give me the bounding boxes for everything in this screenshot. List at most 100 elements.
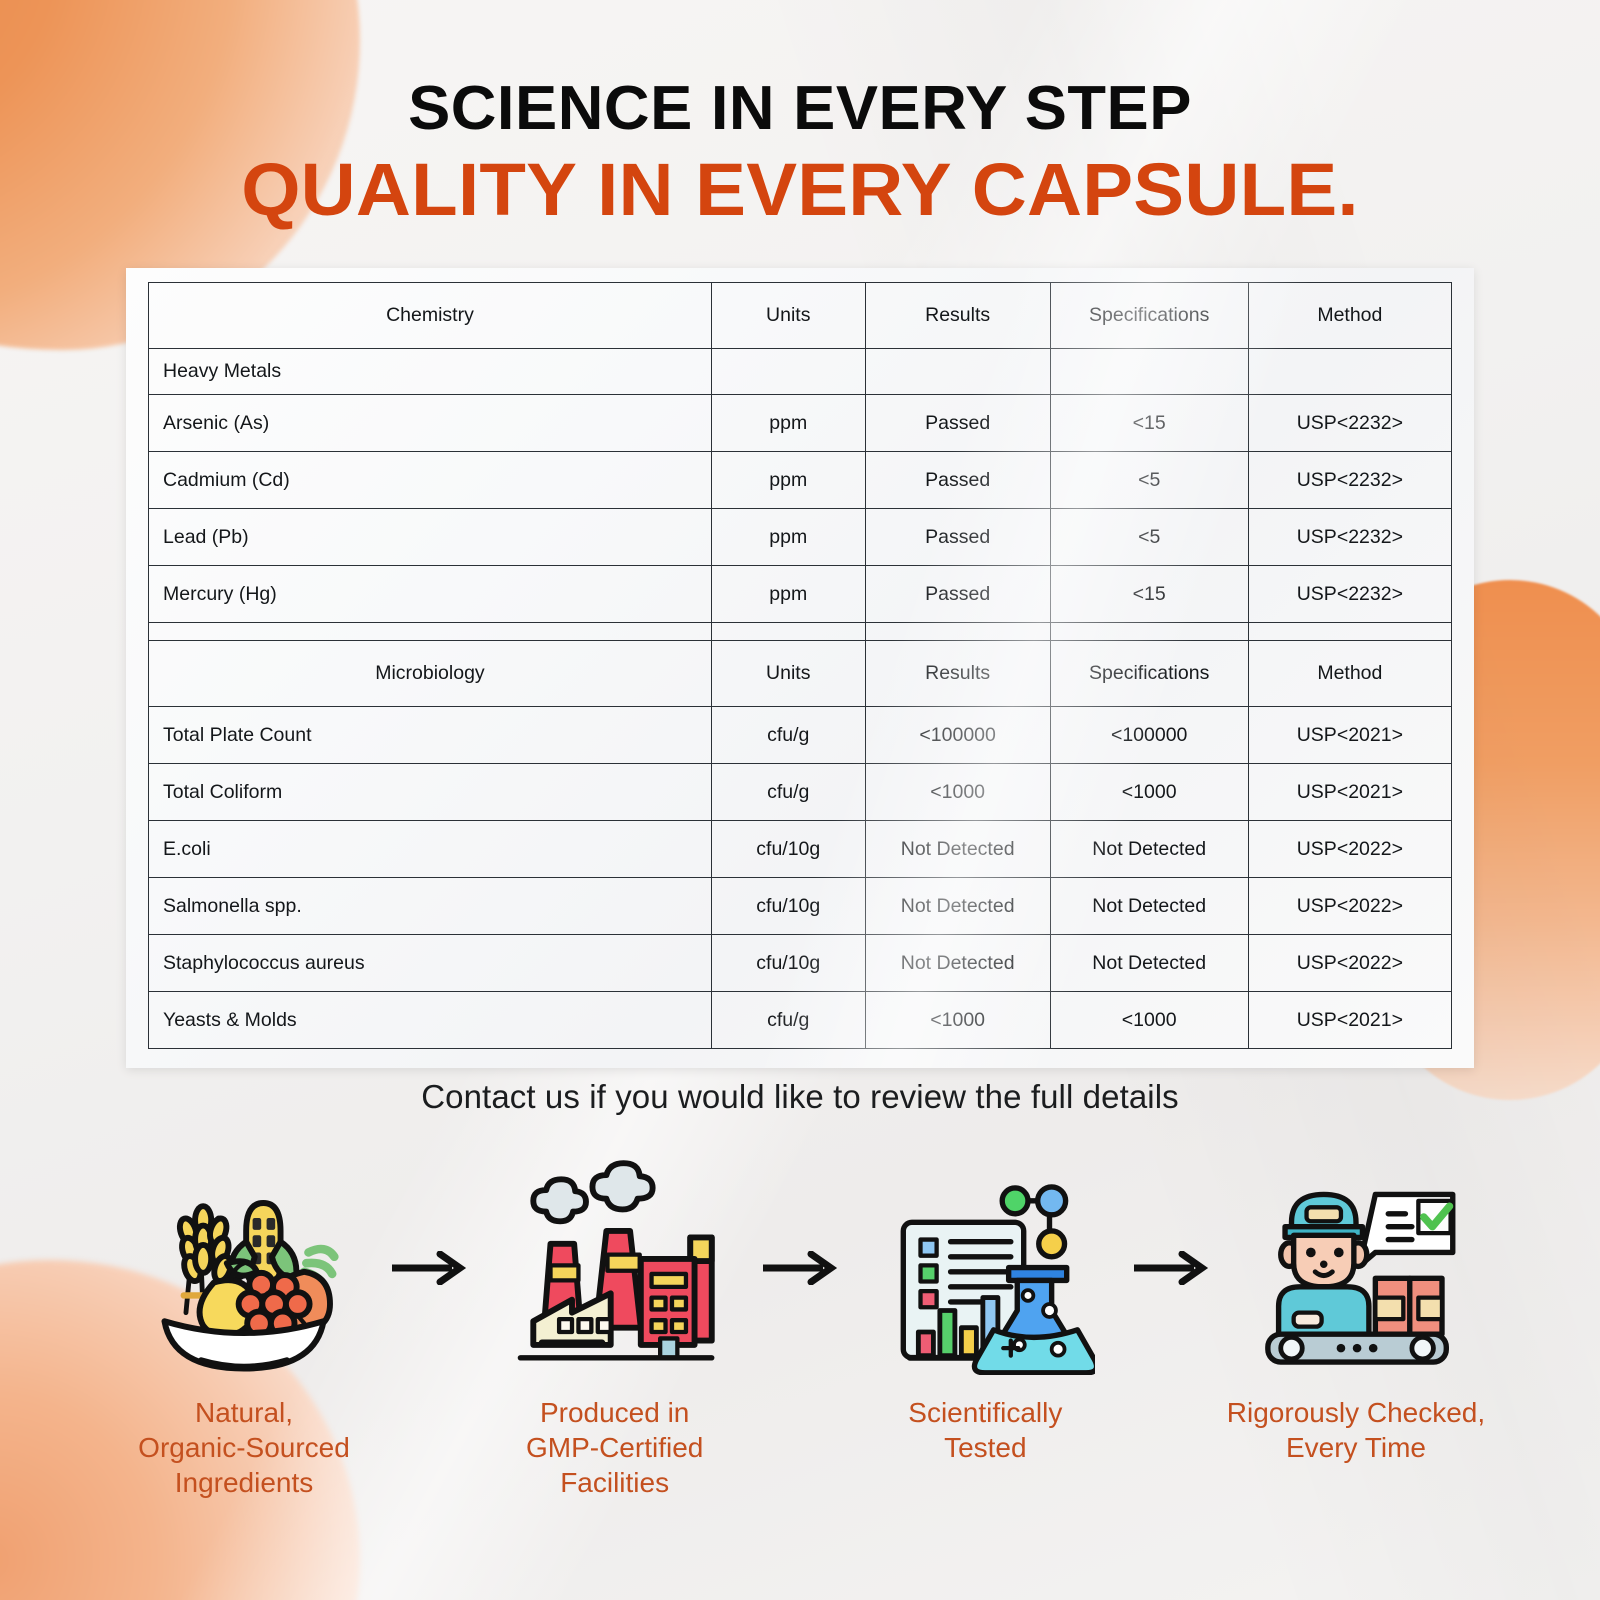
coa-cell-method: USP<2022>	[1247, 820, 1453, 878]
coa-cell-units: cfu/10g	[710, 877, 866, 935]
coa-cell-method: USP<2022>	[1247, 877, 1453, 935]
coa-cell-units: ppm	[710, 508, 866, 566]
coa-cell-name: Yeasts & Molds	[148, 991, 712, 1049]
coa-cell-results: Passed	[864, 508, 1051, 566]
arrow-right-icon	[1133, 1250, 1208, 1285]
arrow-2	[754, 1160, 846, 1375]
coa-table-row: Staphylococcus aureus cfu/10g Not Detected…	[148, 934, 1453, 992]
coa-group-blank-cell	[1049, 348, 1249, 395]
coa-cell-name: Arsenic (As)	[148, 394, 712, 452]
step-natural-ingredients: Natural, Organic-Sourced Ingredients	[110, 1160, 378, 1500]
coa-cell-specifications: <1000	[1049, 991, 1249, 1049]
factory-icon	[517, 1160, 715, 1361]
arrow-3	[1125, 1160, 1217, 1375]
coa-cell-name: Total Plate Count	[148, 706, 712, 764]
coa-cell-name: E.coli	[148, 820, 712, 878]
coa-section-header: Microbiology Units Results Specifications Me…	[148, 640, 1453, 707]
coa-group-label: Heavy Metals	[148, 348, 712, 395]
coa-table-row: Total Plate Count cfu/g <100000 <100000 USP<…	[148, 706, 1453, 764]
coa-cell-method: USP<2232>	[1247, 451, 1453, 509]
coa-table-row: Yeasts & Molds cfu/g <1000 <1000 USP<2021>	[148, 991, 1453, 1049]
coa-column-header: Chemistry	[148, 282, 712, 349]
coa-cell-specifications: Not Detected	[1049, 877, 1249, 935]
coa-cell-method: USP<2021>	[1247, 706, 1453, 764]
coa-column-header: Specifications	[1049, 282, 1249, 349]
coa-table-card: Chemistry Units Results Specifications Metho…	[126, 268, 1474, 1068]
step-rigorously-checked: Rigorously Checked, Every Time	[1222, 1160, 1490, 1465]
coa-table-row: E.coli cfu/10g Not Detected Not Detected USP…	[148, 820, 1453, 878]
coa-cell-specifications: Not Detected	[1049, 934, 1249, 992]
coa-group-label-row: Heavy Metals	[148, 348, 1453, 395]
worker-conveyor-icon	[1265, 1191, 1456, 1365]
coa-cell-method: USP<2021>	[1247, 763, 1453, 821]
coa-table-row: Total Coliform cfu/g <1000 <1000 USP<2021>	[148, 763, 1453, 821]
headline-block: SCIENCE IN EVERY STEP QUALITY IN EVERY C…	[0, 76, 1600, 230]
coa-cell-name: Staphylococcus aureus	[148, 934, 712, 992]
coa-column-header: Method	[1247, 282, 1453, 349]
coa-cell-specifications: Not Detected	[1049, 820, 1249, 878]
coa-column-header: Results	[864, 282, 1051, 349]
coa-cell-results: Passed	[864, 394, 1051, 452]
coa-column-header: Specifications	[1049, 640, 1249, 707]
step-label: Produced in GMP-Certified Facilities	[525, 1397, 704, 1498]
coa-cell-name: Total Coliform	[148, 763, 712, 821]
coa-table-row: Cadmium (Cd) ppm Passed <5 USP<2232>	[148, 451, 1453, 509]
coa-column-header: Units	[710, 640, 866, 707]
coa-group-blank-cell	[1247, 348, 1453, 395]
coa-column-header: Microbiology	[148, 640, 712, 707]
coa-group-blank-cell	[710, 348, 866, 395]
step-scientifically-tested: Scientifically Tested	[851, 1160, 1119, 1465]
coa-cell-units: cfu/10g	[710, 934, 866, 992]
coa-column-header: Units	[710, 282, 866, 349]
coa-table-row: Lead (Pb) ppm Passed <5 USP<2232>	[148, 508, 1453, 566]
lab-report-flask-icon	[900, 1184, 1096, 1375]
coa-cell-name: Lead (Pb)	[148, 508, 712, 566]
coa-cell-results: <1000	[864, 991, 1051, 1049]
coa-cell-specifications: <100000	[1049, 706, 1249, 764]
coa-column-header: Results	[864, 640, 1051, 707]
arrow-1	[383, 1160, 475, 1375]
coa-cell-results: <100000	[864, 706, 1051, 764]
coa-cell-results: Not Detected	[864, 877, 1051, 935]
coa-cell-units: ppm	[710, 394, 866, 452]
coa-cell-units: cfu/10g	[710, 820, 866, 878]
coa-cell-specifications: <1000	[1049, 763, 1249, 821]
coa-cell-name: Cadmium (Cd)	[148, 451, 712, 509]
coa-cell-specifications: <15	[1049, 565, 1249, 623]
headline-secondary: QUALITY IN EVERY CAPSULE.	[241, 147, 1359, 231]
coa-cell-results: Passed	[864, 451, 1051, 509]
coa-cell-results: <1000	[864, 763, 1051, 821]
contact-note: Contact us if you would like to review t…	[421, 1078, 1179, 1115]
coa-cell-units: cfu/g	[710, 706, 866, 764]
headline-primary: SCIENCE IN EVERY STEP	[408, 74, 1192, 143]
coa-section-header: Chemistry Units Results Specifications Metho…	[148, 282, 1453, 349]
coa-table-row: Mercury (Hg) ppm Passed <15 USP<2232>	[148, 565, 1453, 623]
coa-cell-units: ppm	[710, 451, 866, 509]
coa-column-header: Method	[1247, 640, 1453, 707]
coa-cell-method: USP<2232>	[1247, 565, 1453, 623]
coa-section-gap	[148, 622, 1453, 641]
arrow-right-icon	[762, 1250, 838, 1285]
step-label: Rigorously Checked, Every Time	[1226, 1397, 1486, 1463]
coa-cell-results: Passed	[864, 565, 1051, 623]
coa-table-row: Salmonella spp. cfu/10g Not Detected Not De…	[148, 877, 1453, 935]
coa-cell-method: USP<2232>	[1247, 508, 1453, 566]
coa-cell-units: cfu/g	[710, 763, 866, 821]
step-label: Natural, Organic-Sourced Ingredients	[138, 1397, 350, 1498]
coa-cell-method: USP<2232>	[1247, 394, 1453, 452]
coa-cell-method: USP<2021>	[1247, 991, 1453, 1049]
coa-cell-specifications: <15	[1049, 394, 1249, 452]
process-steps-row: Natural, Organic-Sourced Ingredients	[110, 1160, 1490, 1500]
coa-cell-results: Not Detected	[864, 820, 1051, 878]
coa-cell-specifications: <5	[1049, 508, 1249, 566]
coa-cell-method: USP<2022>	[1247, 934, 1453, 992]
coa-cell-units: ppm	[710, 565, 866, 623]
coa-cell-specifications: <5	[1049, 451, 1249, 509]
coa-group-blank-cell	[864, 348, 1051, 395]
coa-cell-units: cfu/g	[710, 991, 866, 1049]
coa-table: Chemistry Units Results Specifications Metho…	[148, 282, 1453, 1049]
arrow-right-icon	[392, 1250, 467, 1285]
step-label: Scientifically Tested	[908, 1397, 1063, 1463]
coa-cell-name: Mercury (Hg)	[148, 565, 712, 623]
